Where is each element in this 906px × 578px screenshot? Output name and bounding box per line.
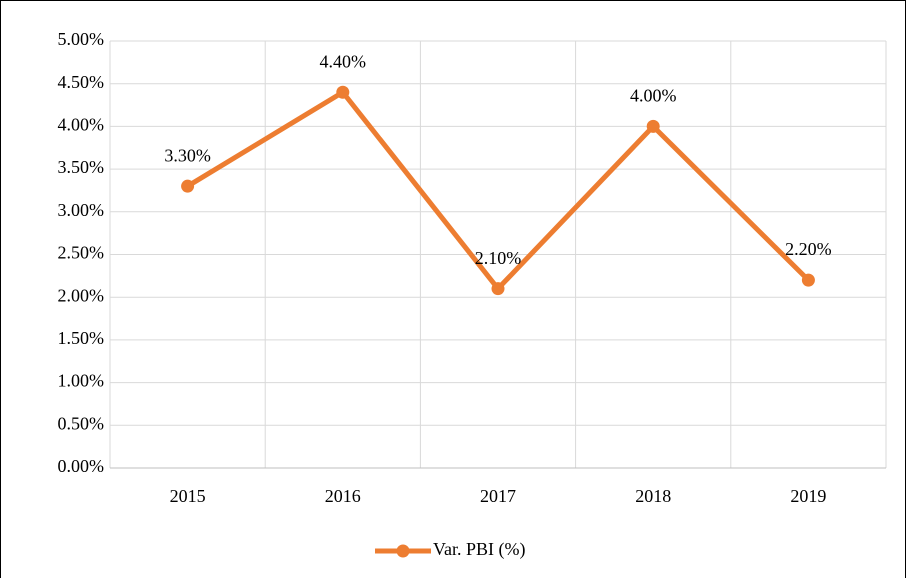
x-tick-label: 2016 (325, 486, 361, 506)
y-tick-label: 2.00% (58, 285, 105, 305)
point (336, 85, 350, 99)
y-tick-label: 5.00% (58, 29, 105, 49)
y-tick-label: 0.00% (58, 456, 105, 476)
y-tick-label: 4.00% (58, 115, 105, 135)
data-label: 3.30% (164, 145, 211, 165)
legend-marker (396, 544, 410, 558)
x-tick-label: 2015 (170, 486, 206, 506)
point (181, 179, 195, 193)
legend-label: Var. PBI (%) (433, 539, 526, 560)
y-tick-label: 3.50% (58, 157, 105, 177)
data-label: 2.20% (785, 239, 832, 259)
y-tick-label: 4.50% (58, 72, 105, 92)
data-label: 4.40% (320, 51, 367, 71)
y-tick-label: 1.50% (58, 328, 105, 348)
point (491, 282, 505, 296)
x-tick-label: 2018 (635, 486, 671, 506)
y-tick-label: 0.50% (58, 413, 105, 433)
y-tick-label: 1.00% (58, 371, 105, 391)
data-label: 4.00% (630, 86, 677, 106)
y-tick-label: 2.50% (58, 243, 105, 263)
x-tick-label: 2017 (480, 486, 516, 506)
x-tick-label: 2019 (790, 486, 826, 506)
point (646, 119, 660, 133)
data-label: 2.10% (475, 248, 522, 268)
y-tick-label: 3.00% (58, 200, 105, 220)
point (801, 273, 815, 287)
